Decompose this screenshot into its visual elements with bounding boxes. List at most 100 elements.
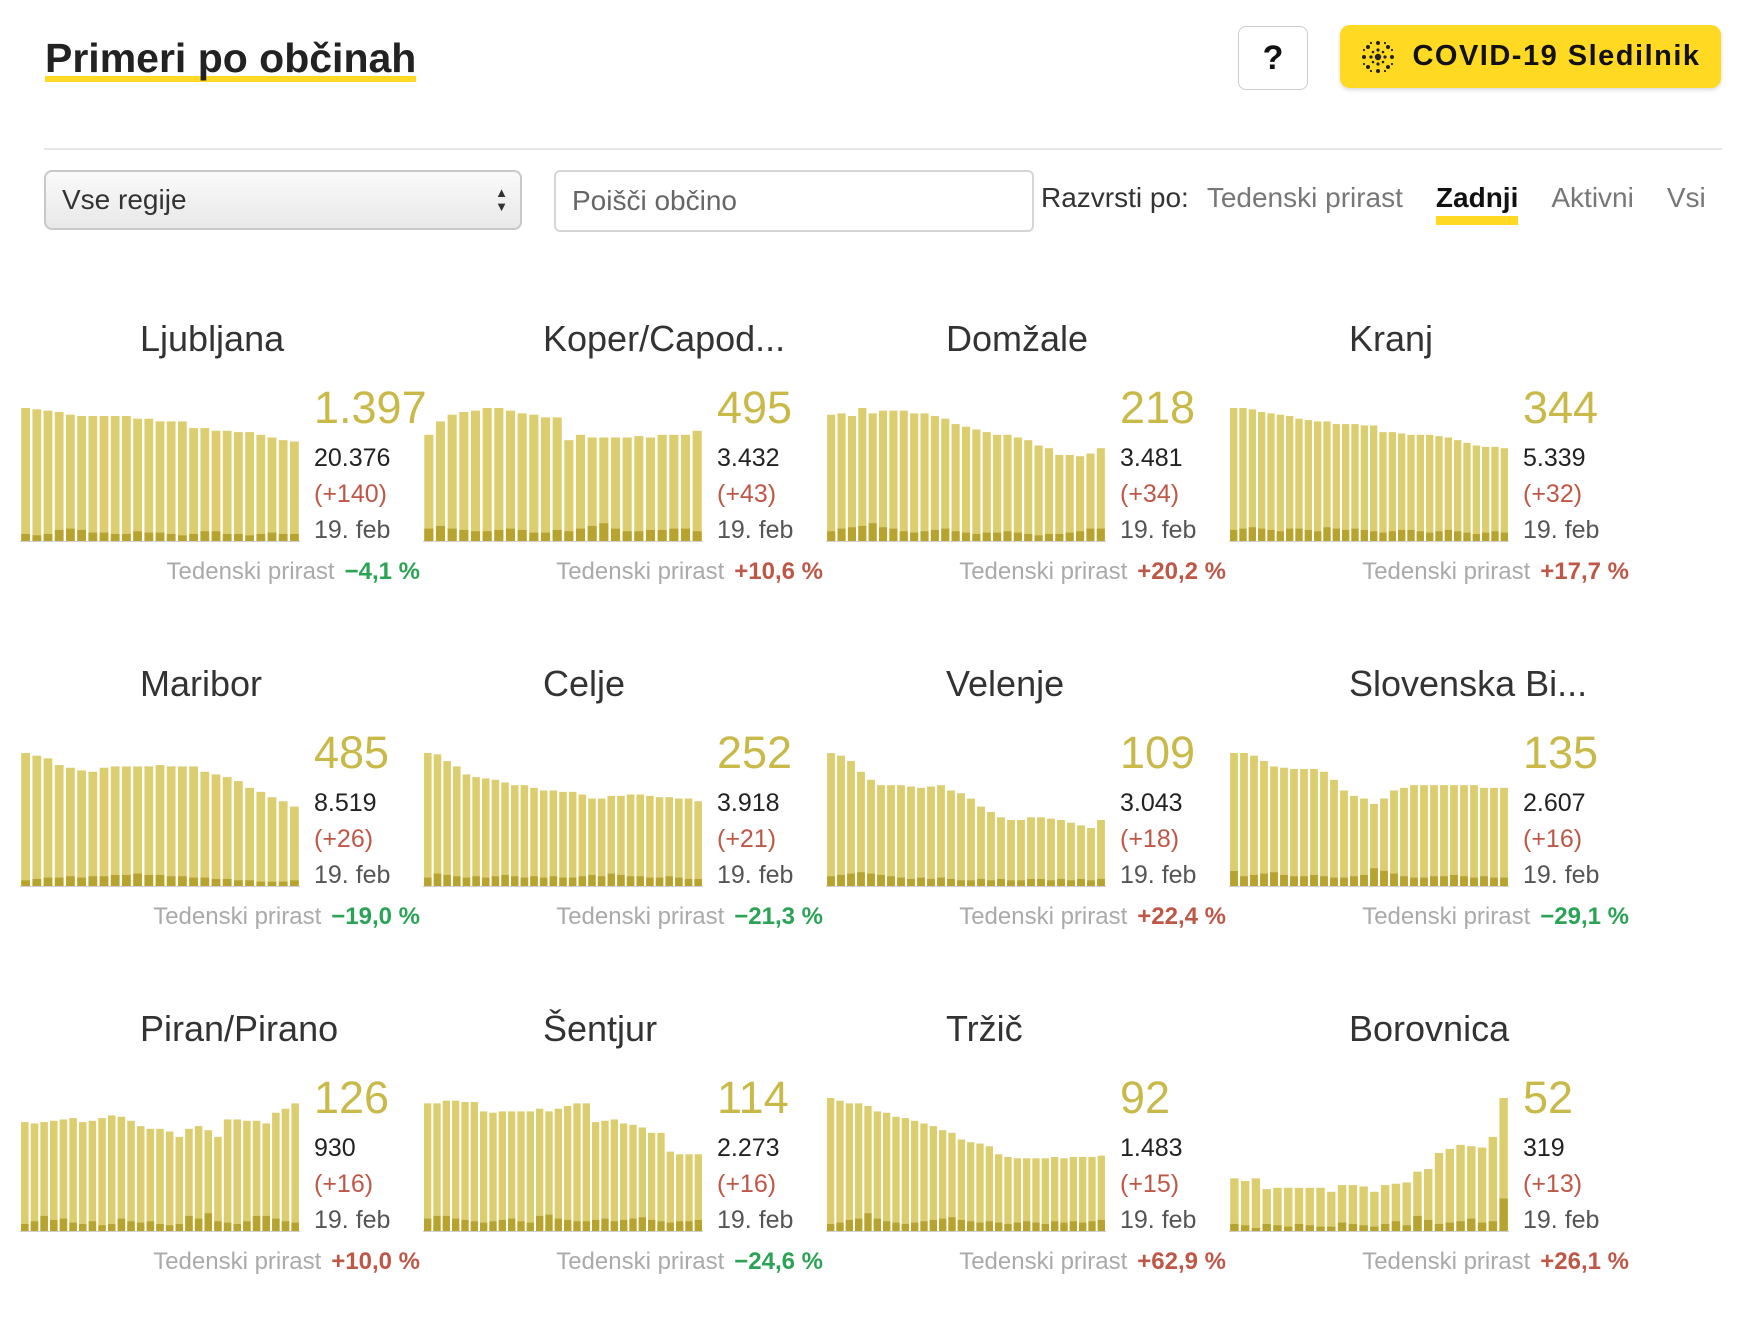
- new-cases-bar: [982, 532, 991, 542]
- new-cases-bar: [864, 1213, 872, 1232]
- active-cases-bar: [443, 761, 451, 887]
- new-cases-bar: [234, 533, 243, 542]
- weekly-growth: Tedenski prirast −21,3 %: [556, 901, 823, 933]
- new-cases-bar: [252, 1215, 261, 1232]
- search-input[interactable]: [554, 170, 1034, 232]
- new-cases-bar: [291, 1222, 299, 1232]
- municipality-card[interactable]: Ljubljana 1.397 20.376 (+140) 19. feb Tedensk…: [20, 316, 427, 636]
- active-cases-bar: [1044, 448, 1054, 542]
- municipality-bar-chart: [826, 1098, 1106, 1232]
- new-cases-bar: [1445, 1222, 1454, 1232]
- active-cases-bar: [1337, 1185, 1347, 1232]
- new-cases-bar: [175, 1223, 184, 1232]
- last-update-date: 19. feb: [1120, 1206, 1197, 1234]
- new-cases-bar: [1435, 531, 1443, 542]
- new-cases-bar: [1262, 1223, 1271, 1232]
- active-cases-bar: [1273, 1187, 1282, 1232]
- municipality-card[interactable]: Slovenska Bi... 135 2.607 (+16) 19. feb Teden…: [1229, 661, 1629, 981]
- new-cases-bar: [1500, 532, 1508, 542]
- active-cases-bar: [1379, 432, 1387, 542]
- region-select[interactable]: Vse regije ▲ ▼: [44, 170, 522, 230]
- municipality-card[interactable]: Šentjur 114 2.273 (+16) 19. feb Tedenski prir…: [423, 1006, 823, 1326]
- municipality-bar-chart: [20, 1103, 300, 1232]
- new-cases-bar: [54, 529, 64, 542]
- active-cases-bar: [494, 408, 504, 542]
- weekly-growth: Tedenski prirast +22,4 %: [959, 901, 1226, 933]
- last-update-date: 19. feb: [314, 861, 391, 889]
- active-cases-bar: [599, 437, 609, 542]
- active-cases-bar: [1323, 421, 1331, 542]
- active-cases-bar: [262, 1123, 270, 1232]
- municipality-card[interactable]: Tržič 92 1.483 (+15) 19. feb Tedenski prirast…: [826, 1006, 1226, 1326]
- weekly-growth-label: Tedenski prirast: [959, 558, 1128, 585]
- weekly-growth: Tedenski prirast +20,2 %: [959, 556, 1226, 588]
- active-cases-bar: [1067, 822, 1075, 887]
- new-cases-bar: [592, 1219, 600, 1232]
- total-cases-count: 930: [314, 1134, 356, 1162]
- new-cases-bar: [1230, 1223, 1239, 1232]
- active-cases-bar: [645, 437, 656, 542]
- new-cases-bar: [146, 1221, 155, 1232]
- active-cases-bar: [638, 1127, 646, 1232]
- active-cases-bar: [211, 774, 221, 887]
- municipality-bar-chart: [1229, 1098, 1509, 1232]
- active-cases-bar: [573, 1103, 581, 1232]
- weekly-growth-label: Tedenski prirast: [1362, 558, 1531, 585]
- new-cases-bar: [1273, 1225, 1282, 1232]
- active-cases-bar: [937, 785, 945, 887]
- active-cases-bar: [66, 414, 75, 542]
- municipality-card[interactable]: Maribor 485 8.519 (+26) 19. feb Tedenski prir…: [20, 661, 420, 981]
- active-cases-bar: [1041, 1158, 1049, 1232]
- municipality-card[interactable]: Koper/Capod... 495 3.432 (+43) 19. feb Tedens…: [423, 316, 823, 636]
- sort-option-weekly-growth[interactable]: Tedenski prirast: [1206, 182, 1403, 213]
- municipality-card[interactable]: Piran/Pirano 126 930 (+16) 19. feb Tedenski p…: [20, 1006, 420, 1326]
- new-cases-bar: [892, 1222, 900, 1232]
- active-cases-bar: [21, 408, 30, 542]
- daily-new-cases: (+16): [1523, 825, 1583, 853]
- total-cases-count: 3.481: [1120, 444, 1183, 472]
- header-divider: [44, 148, 1722, 150]
- active-cases-bar: [947, 790, 955, 887]
- active-cases-bar: [1407, 434, 1415, 542]
- active-cases-bar: [626, 794, 635, 887]
- new-cases-bar: [1077, 878, 1085, 887]
- municipality-card[interactable]: Borovnica 52 319 (+13) 19. feb Tedenski prira…: [1229, 1006, 1629, 1326]
- new-cases-bar: [961, 532, 971, 542]
- new-cases-bar: [447, 528, 457, 542]
- active-cases-bar: [482, 408, 492, 542]
- active-cases-bar: [1463, 442, 1471, 542]
- active-cases-bar: [873, 1111, 881, 1232]
- new-cases-bar: [453, 876, 461, 887]
- weekly-growth-value: +22,4 %: [1137, 903, 1226, 930]
- active-cases-bar: [252, 1120, 261, 1232]
- new-cases-bar: [40, 1215, 48, 1232]
- new-cases-bar: [517, 1221, 525, 1232]
- new-cases-bar: [610, 1221, 618, 1232]
- daily-new-cases: (+16): [314, 1170, 374, 1198]
- active-cases-bar: [245, 432, 254, 542]
- active-cases-bar: [1500, 448, 1508, 542]
- new-cases-bar: [54, 877, 64, 887]
- sort-option-latest[interactable]: Zadnji: [1435, 178, 1519, 225]
- help-button[interactable]: ?: [1238, 26, 1308, 90]
- new-cases-bar: [920, 531, 929, 542]
- active-cases-bar: [1060, 1158, 1068, 1232]
- new-cases-bar: [655, 877, 664, 887]
- active-cases-bar: [1076, 456, 1085, 542]
- total-cases-count: 1.483: [1120, 1134, 1183, 1162]
- active-cases-bar: [1499, 1098, 1508, 1232]
- municipality-card[interactable]: Domžale 218 3.481 (+34) 19. feb Tedenski prir…: [826, 316, 1226, 636]
- new-cases-bar: [889, 528, 898, 542]
- municipality-card[interactable]: Celje 252 3.918 (+21) 19. feb Tedenski priras…: [423, 661, 823, 981]
- new-cases-bar: [907, 878, 915, 887]
- municipality-card[interactable]: Kranj 344 5.339 (+32) 19. feb Tedenski priras…: [1229, 316, 1629, 636]
- new-cases-bar: [845, 1219, 853, 1232]
- active-cases-bar: [972, 429, 981, 542]
- covid-sledilnik-button[interactable]: COVID-19 Sledilnik: [1340, 25, 1721, 88]
- municipality-card[interactable]: Velenje 109 3.043 (+18) 19. feb Tedenski prir…: [826, 661, 1226, 981]
- weekly-growth: Tedenski prirast +10,0 %: [153, 1246, 420, 1278]
- new-cases-bar: [489, 1221, 497, 1232]
- sort-option-all[interactable]: Vsi: [1666, 182, 1706, 213]
- active-cases-bar: [1456, 1144, 1465, 1232]
- sort-option-active[interactable]: Aktivni: [1551, 182, 1634, 213]
